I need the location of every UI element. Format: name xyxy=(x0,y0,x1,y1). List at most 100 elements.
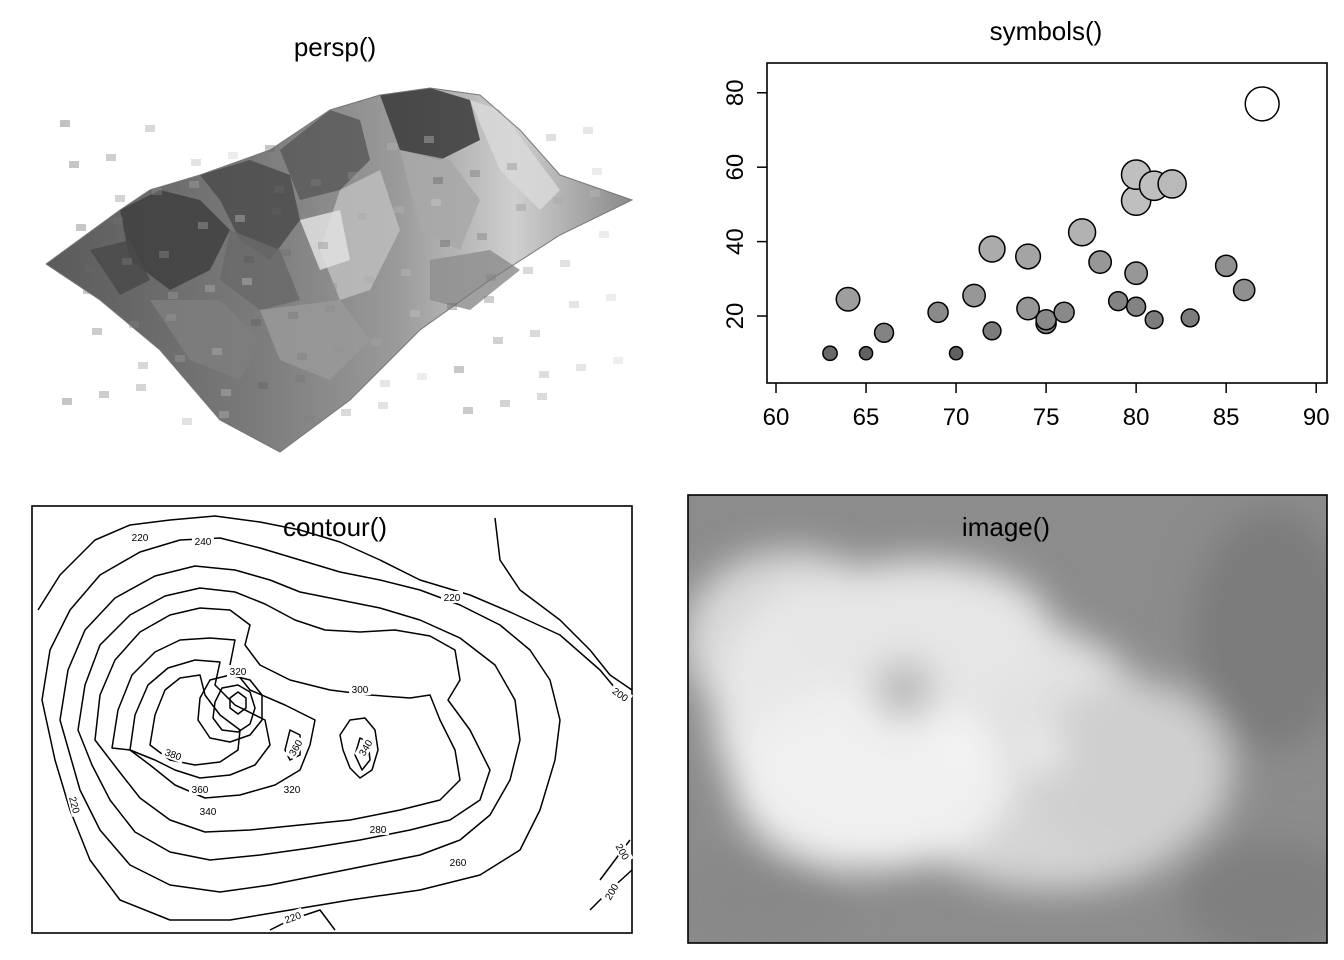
contour-label-bg xyxy=(160,744,186,764)
contour-line xyxy=(269,909,336,931)
persp-surface xyxy=(45,87,634,453)
surface-facet xyxy=(189,181,199,188)
symbols-panel: symbols() 60 65 70 75 80 85 90 20 40 60 80 xyxy=(672,0,1344,480)
surface-facet xyxy=(106,154,116,161)
surface-facet xyxy=(120,190,230,290)
contour-label-bg xyxy=(281,783,303,795)
surface-facet xyxy=(69,161,79,168)
contour-label-bg xyxy=(227,665,249,677)
surface-facet xyxy=(159,251,169,258)
scatter-point xyxy=(1015,243,1042,270)
contour-line xyxy=(41,537,561,921)
contour-label-bg xyxy=(197,805,219,817)
contour-label: 320 xyxy=(284,785,301,796)
contour-lines xyxy=(37,515,633,931)
surface-facet xyxy=(198,222,208,229)
contour-label-bg xyxy=(441,591,463,603)
x-tick-label: 80 xyxy=(1123,404,1150,431)
contour-label: 320 xyxy=(230,667,247,678)
scatter-point xyxy=(1053,301,1075,324)
contour-label: 220 xyxy=(444,593,461,604)
surface-facet xyxy=(530,330,540,337)
scatter-point xyxy=(1244,86,1280,122)
surface-outline xyxy=(45,87,634,453)
surface-facet xyxy=(477,233,487,240)
scatter-point xyxy=(1035,308,1057,331)
surface-facet xyxy=(113,217,123,224)
contour-label-bg xyxy=(608,682,634,706)
surface-facet xyxy=(122,258,132,265)
surface-facet xyxy=(205,285,215,292)
x-tick-label: 65 xyxy=(853,404,880,431)
surface-facet xyxy=(76,224,86,231)
surface-facet xyxy=(136,384,146,391)
surface-facet xyxy=(274,186,284,193)
surface-facet xyxy=(311,179,321,186)
surface-facet xyxy=(295,375,305,382)
surface-facet xyxy=(431,199,441,206)
surface-facet xyxy=(401,269,411,276)
surface-facet xyxy=(599,231,609,238)
surface-facet xyxy=(83,287,93,294)
surface-facet xyxy=(378,402,388,409)
contour-label: 260 xyxy=(450,858,467,869)
contour-label-bg xyxy=(367,823,389,835)
surface-facet xyxy=(500,400,510,407)
contour-label: 220 xyxy=(66,796,81,815)
heat-region xyxy=(792,560,1052,700)
surface-facet xyxy=(400,150,480,250)
surface-facet xyxy=(251,319,261,326)
surface-facet xyxy=(410,310,420,317)
points xyxy=(822,86,1280,362)
contour-label-bg xyxy=(349,683,371,695)
surface-facet xyxy=(99,391,109,398)
contour-line xyxy=(339,717,379,779)
scatter-point xyxy=(1180,308,1200,328)
surface-facet xyxy=(447,303,457,310)
contour-label-bg xyxy=(280,907,306,927)
image-frame xyxy=(687,494,1328,944)
surface-facet xyxy=(463,407,473,414)
x-tick-label: 90 xyxy=(1303,404,1330,431)
surface-facet xyxy=(387,143,397,150)
contour-line xyxy=(212,684,256,733)
surface-facet xyxy=(150,300,260,380)
surface-facet xyxy=(486,274,496,281)
surface-facet xyxy=(318,242,328,249)
x-axis: 60 65 70 75 80 85 90 xyxy=(763,383,1330,431)
scatter-point xyxy=(948,345,964,361)
surface-facet xyxy=(516,204,526,211)
surface-facet xyxy=(454,366,464,373)
contour-label-bg xyxy=(447,856,469,868)
surface-facet xyxy=(583,127,593,134)
scatter-point xyxy=(1107,290,1129,312)
plot-frame xyxy=(766,62,1328,384)
surface-facet xyxy=(182,418,192,425)
surface-facet xyxy=(272,208,282,215)
surface-facet xyxy=(470,100,560,210)
surface-facet xyxy=(288,312,298,319)
surface-facet xyxy=(523,267,533,274)
surface-facet xyxy=(380,380,390,387)
surface-facet xyxy=(569,301,579,308)
x-tick-label: 70 xyxy=(943,404,970,431)
scatter-point xyxy=(1067,218,1097,247)
x-tick-label: 75 xyxy=(1033,404,1060,431)
surface-facet xyxy=(553,197,563,204)
contour-line xyxy=(77,587,491,861)
surface-facet xyxy=(493,337,503,344)
scatter-point xyxy=(1124,261,1149,286)
contour-frame xyxy=(31,505,633,934)
surface-facet xyxy=(166,314,176,321)
scatter-point xyxy=(1214,254,1238,278)
surface-facet xyxy=(235,215,245,222)
contour-line xyxy=(111,637,316,799)
surface-facet xyxy=(417,373,427,380)
surface-facet xyxy=(348,172,358,179)
surface-facet xyxy=(380,88,480,160)
image-plot xyxy=(687,494,1328,944)
surface-facet xyxy=(60,120,70,127)
persp-panel: persp() xyxy=(0,0,672,480)
surface-facet xyxy=(200,160,300,260)
